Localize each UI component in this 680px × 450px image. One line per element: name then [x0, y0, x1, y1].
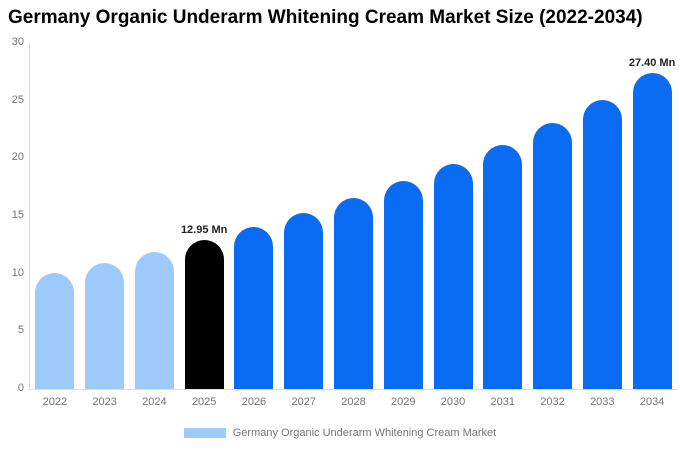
x-axis-line	[29, 389, 677, 390]
x-tick-label-2031: 2031	[490, 396, 516, 408]
y-tick-label-5: 5	[17, 324, 24, 337]
bar-2031[interactable]	[483, 144, 523, 389]
x-tick-label-2022: 2022	[42, 396, 68, 408]
bar-column-2022	[30, 43, 80, 389]
bar-2022[interactable]	[35, 273, 75, 389]
x-tick-label-2025: 2025	[191, 396, 217, 408]
bar-2026[interactable]	[234, 226, 274, 389]
legend-label: Germany Organic Underarm Whitening Cream…	[232, 427, 497, 439]
x-tick-label-2034: 2034	[639, 396, 665, 408]
bar-2033[interactable]	[582, 99, 622, 389]
bar-column-2030	[428, 43, 478, 389]
y-tick-label-20: 20	[11, 151, 24, 164]
bar-2023[interactable]	[85, 263, 125, 389]
bar-value-label-2025: 12.95 Mn	[180, 223, 228, 236]
bar-column-2027	[279, 43, 329, 389]
x-tick-label-2028: 2028	[341, 396, 366, 408]
y-tick-label-10: 10	[11, 266, 24, 279]
bar-column-2034: 27.40 Mn	[627, 43, 677, 389]
y-tick-label-30: 30	[11, 36, 24, 48]
bar-column-2023	[80, 43, 130, 389]
y-tick-label-0: 0	[17, 382, 24, 394]
y-tick-label-25: 25	[11, 93, 24, 106]
x-tick-label-2024: 2024	[142, 396, 167, 408]
y-axis-line	[29, 43, 30, 390]
bar-column-2026	[229, 43, 279, 389]
y-tick-label-15: 15	[11, 209, 24, 221]
bar-2030[interactable]	[433, 163, 473, 389]
bar-2032[interactable]	[533, 123, 573, 389]
bar-column-2024	[130, 43, 180, 389]
bar-column-2025: 12.95 Mn	[179, 43, 229, 389]
x-tick-label-2030: 2030	[440, 396, 466, 408]
x-tick-label-2026: 2026	[241, 396, 267, 408]
legend-swatch	[183, 428, 226, 438]
bar-2028[interactable]	[333, 197, 373, 389]
x-tick-label-2033: 2033	[590, 396, 615, 408]
bar-2027[interactable]	[284, 212, 324, 389]
bar-2029[interactable]	[383, 181, 423, 389]
chart-title: Germany Organic Underarm Whitening Cream…	[8, 7, 643, 28]
bar-column-2032	[528, 43, 578, 389]
bars-container: 12.95 Mn 27.40 Mn	[30, 43, 677, 389]
legend[interactable]: Germany Organic Underarm Whitening Cream…	[0, 426, 680, 440]
x-tick-label-2027: 2027	[291, 396, 316, 408]
bar-2024[interactable]	[134, 251, 174, 389]
bar-column-2029	[378, 43, 428, 389]
bar-column-2033	[577, 43, 627, 389]
bar-column-2028	[329, 43, 379, 389]
bar-2025[interactable]	[184, 239, 224, 389]
bar-value-label-2034: 27.40 Mn	[628, 57, 676, 69]
bar-column-2031	[478, 43, 528, 389]
x-axis-labels: 2022 2023 2024 2025 2026 2027 2028 2029 2030 2031…	[30, 396, 677, 408]
x-tick-label-2032: 2032	[540, 396, 565, 408]
x-tick-label-2029: 2029	[391, 396, 416, 408]
bar-2034[interactable]	[632, 73, 672, 389]
x-tick-label-2023: 2023	[92, 396, 117, 408]
